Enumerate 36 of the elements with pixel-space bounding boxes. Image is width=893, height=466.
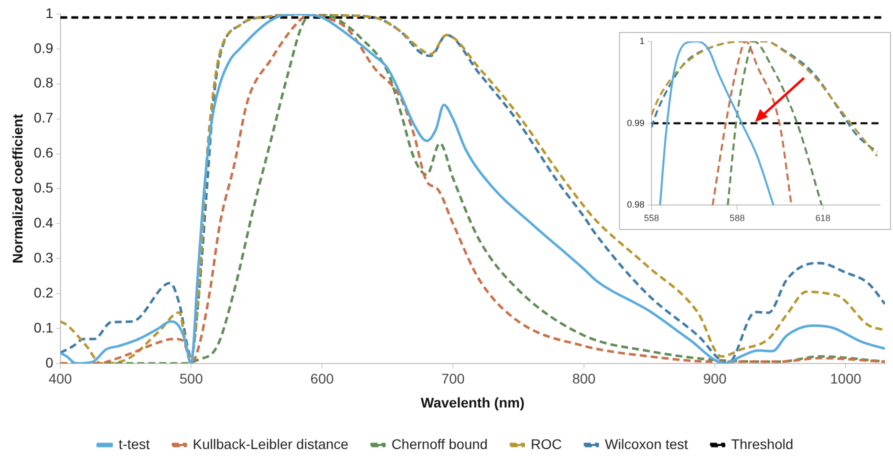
line-series <box>659 41 774 206</box>
legend-label: ROC <box>530 436 562 452</box>
x-tick-label: 500 <box>179 370 204 387</box>
x-tick-label: 600 <box>310 370 334 387</box>
y-tick-label: 0.98 <box>626 200 645 210</box>
line-series <box>726 41 823 206</box>
y-tick-label: 1 <box>45 4 54 21</box>
y-tick-label: 0.9 <box>34 40 54 56</box>
y-tick-label: 0.3 <box>34 249 54 266</box>
x-tick-label: 700 <box>441 370 465 387</box>
y-tick-label: 0.7 <box>34 110 54 126</box>
x-tick-label: 1000 <box>830 370 862 387</box>
y-tick-label: 0.8 <box>34 74 54 91</box>
legend-label: Wilcoxon test <box>604 436 688 452</box>
legend-label: Kullback-Leibler distance <box>192 436 349 452</box>
line-series <box>60 14 885 364</box>
y-tick-label: 0.1 <box>34 319 54 336</box>
x-tick-label: 618 <box>815 213 830 224</box>
x-tick-label: 900 <box>703 370 727 387</box>
y-tick-label: 0.99 <box>626 118 645 128</box>
y-tick-label: 0.2 <box>34 284 54 300</box>
y-tick-label: 0 <box>45 354 54 370</box>
line-series <box>712 41 792 206</box>
x-tick-label: 558 <box>644 213 660 224</box>
x-axis-title: Wavelenth (nm) <box>420 394 524 410</box>
legend-label: Chernoff bound <box>391 436 488 452</box>
y-tick-label: 0.4 <box>34 214 54 230</box>
x-tick-label: 588 <box>730 213 745 224</box>
legend-label: Threshold <box>731 436 794 452</box>
x-tick-label: 400 <box>48 370 72 387</box>
y-tick-label: 0.6 <box>34 144 54 161</box>
y-tick-label: 0.5 <box>34 180 54 196</box>
x-tick-label: 800 <box>572 370 596 387</box>
y-axis-title: Normalized coefficient <box>9 114 26 264</box>
legend-label: t-test <box>118 436 150 452</box>
y-tick-label: 1 <box>640 36 645 46</box>
